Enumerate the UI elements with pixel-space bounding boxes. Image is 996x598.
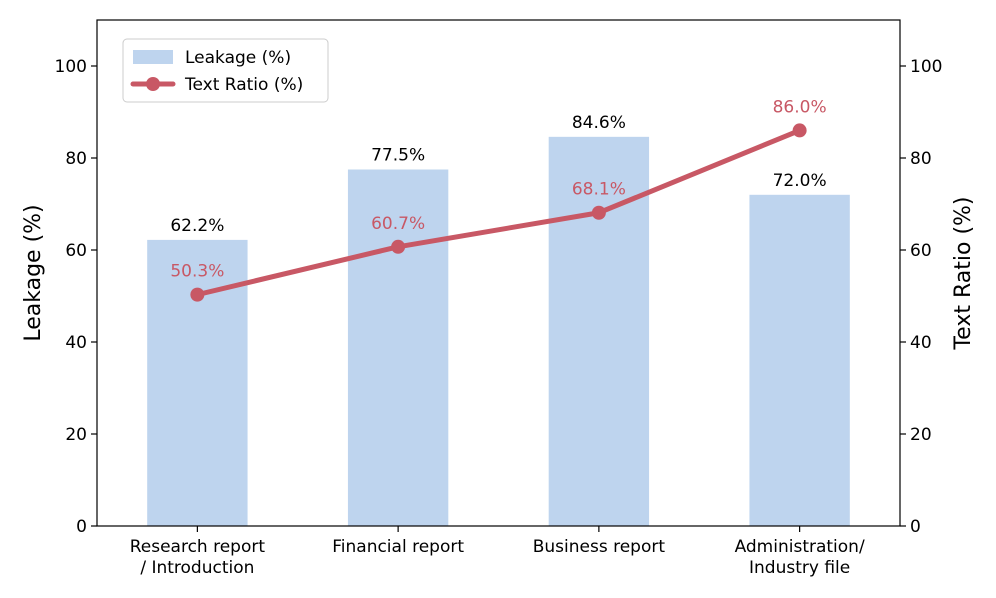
legend: Leakage (%) Text Ratio (%) <box>122 38 329 103</box>
y-tick-label-right: 60 <box>910 241 932 261</box>
x-tick-label-line: Business report <box>533 537 666 557</box>
y-tick-label-right: 0 <box>910 517 921 537</box>
line-value-label: 60.7% <box>371 214 425 234</box>
legend-label-leakage: Leakage (%) <box>185 48 291 68</box>
x-tick-label-line: / Introduction <box>140 558 254 578</box>
x-tick-label: Administration/Industry file <box>735 537 865 578</box>
line-point <box>591 205 606 220</box>
x-tick-label-line: Financial report <box>332 537 464 557</box>
legend-swatch-leakage <box>133 50 173 64</box>
line-point <box>190 287 205 302</box>
y-tick-label-left: 20 <box>65 425 87 445</box>
plot-frame <box>96 19 901 527</box>
line-value-label: 68.1% <box>572 180 626 200</box>
y-tick-label-left: 60 <box>65 241 87 261</box>
y-tick-label-left: 0 <box>76 517 87 537</box>
bar <box>749 194 850 527</box>
x-tick-label: Business report <box>533 537 666 557</box>
axes-layer: 0 20 40 60 80 100 0 20 40 60 80 100 Research report /… <box>55 19 942 578</box>
y-tick-label-left: 80 <box>65 149 87 169</box>
y-axis-title-left: Leakage (%) <box>21 204 46 341</box>
labels-layer: 62.2% 77.5% 84.6% 72.0% 50.3% 60.7% 68.1% 86.0% <box>170 97 826 281</box>
y-tick-label-left: 40 <box>65 333 87 353</box>
y-tick-label-right: 100 <box>910 57 942 77</box>
x-tick-label-line: Industry file <box>749 558 850 578</box>
line-point <box>792 123 807 138</box>
bar <box>347 169 449 526</box>
legend-label-text-ratio: Text Ratio (%) <box>184 75 303 95</box>
bar-value-label: 72.0% <box>773 171 827 191</box>
y-tick-label-left: 100 <box>55 57 87 77</box>
bar-value-label: 77.5% <box>371 146 425 166</box>
line-series <box>194 127 803 298</box>
line-value-label: 50.3% <box>170 262 224 282</box>
y-tick-label-right: 40 <box>910 333 932 353</box>
bar-value-label: 84.6% <box>572 113 626 133</box>
line-point <box>391 239 406 254</box>
y-tick-label-right: 80 <box>910 149 932 169</box>
bar <box>147 239 248 526</box>
line-layer <box>190 123 807 302</box>
line-value-label: 86.0% <box>773 97 827 117</box>
bars-layer <box>147 136 850 527</box>
bar-value-label: 62.2% <box>170 216 224 236</box>
x-tick-label-line: Research report <box>130 537 266 557</box>
y-axis-title-right: Text Ratio (%) <box>951 196 976 350</box>
legend-marker-text-ratio <box>146 77 160 91</box>
y-tick-label-right: 20 <box>910 425 932 445</box>
x-tick-label: Research report / Introduction <box>130 537 266 578</box>
x-tick-label: Financial report <box>332 537 464 557</box>
legend-box <box>122 38 329 103</box>
x-tick-label-line: Administration/ <box>735 537 865 557</box>
